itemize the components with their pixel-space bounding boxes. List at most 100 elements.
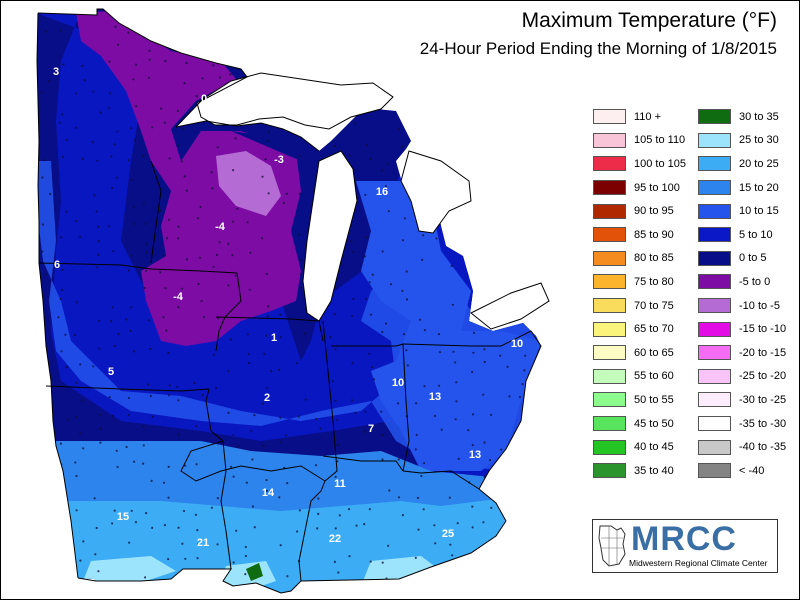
station-dot xyxy=(182,127,185,130)
station-dot xyxy=(278,496,281,499)
station-dot xyxy=(365,236,368,239)
station-dot xyxy=(148,319,151,322)
station-dot xyxy=(133,460,136,463)
legend-item: 35 to 40 xyxy=(593,459,693,483)
station-dot xyxy=(116,43,120,46)
station-dot xyxy=(304,332,307,335)
station-dot xyxy=(466,273,469,276)
legend-swatch xyxy=(593,439,626,455)
station-dot xyxy=(145,269,148,272)
legend-label: 90 to 95 xyxy=(634,205,674,218)
station-dot xyxy=(521,218,524,221)
station-dot xyxy=(177,225,180,228)
station-dot xyxy=(79,559,82,562)
legend-label: 10 to 15 xyxy=(739,205,779,218)
station-dot xyxy=(278,58,281,61)
station-dot xyxy=(159,209,162,212)
station-dot xyxy=(75,509,78,512)
station-dot xyxy=(108,225,111,228)
legend-item: 15 to 20 xyxy=(698,176,798,200)
station-dot xyxy=(338,514,341,517)
station-dot xyxy=(299,258,302,261)
station-dot xyxy=(453,82,456,85)
station-dot xyxy=(181,542,184,545)
station-dot xyxy=(232,475,235,478)
station-dot xyxy=(483,441,486,444)
station-dot xyxy=(268,130,271,133)
station-dot xyxy=(489,124,492,127)
station-dot xyxy=(40,91,43,94)
station-dot xyxy=(249,251,252,254)
legend-label: 20 to 25 xyxy=(739,157,779,170)
station-dot xyxy=(212,265,215,269)
station-dot xyxy=(405,298,409,301)
station-dot xyxy=(251,458,254,461)
station-dot xyxy=(335,26,338,29)
station-dot xyxy=(167,496,170,499)
station-dot xyxy=(232,561,235,564)
station-dot xyxy=(422,234,425,237)
mrcc-logo: MRCC Midwestern Regional Climate Center xyxy=(592,519,778,573)
station-dot xyxy=(196,529,199,532)
station-dot xyxy=(229,73,232,76)
legend-item: 110 + xyxy=(593,105,693,129)
station-dot xyxy=(253,414,256,417)
station-dot xyxy=(194,513,197,517)
station-dot xyxy=(266,386,269,389)
station-dot xyxy=(177,399,180,402)
station-dot xyxy=(64,333,67,336)
station-dot xyxy=(387,210,390,213)
legend-swatch xyxy=(698,463,731,479)
legend-item: 50 to 55 xyxy=(593,388,693,412)
station-dot xyxy=(541,530,543,532)
station-dot xyxy=(402,333,406,336)
station-dot xyxy=(364,193,367,196)
station-dot xyxy=(540,137,541,141)
map-value-label: 2 xyxy=(264,392,270,404)
station-dot xyxy=(264,158,267,161)
station-dot xyxy=(314,464,318,467)
station-dot xyxy=(99,427,102,431)
station-dot xyxy=(437,333,441,336)
station-dot xyxy=(471,370,474,374)
station-dot xyxy=(167,558,170,561)
station-dot xyxy=(148,76,151,79)
station-dot xyxy=(521,383,524,386)
station-dot xyxy=(454,418,457,421)
station-dot xyxy=(148,58,151,61)
legend-swatch xyxy=(698,368,731,384)
station-dot xyxy=(234,137,237,140)
station-dot xyxy=(79,363,82,366)
station-dot xyxy=(229,338,232,341)
station-dot xyxy=(116,130,119,133)
station-dot xyxy=(370,365,374,369)
station-dot xyxy=(329,336,332,339)
station-dot xyxy=(151,126,154,129)
station-dot xyxy=(167,465,170,468)
station-dot xyxy=(456,522,459,525)
station-dot xyxy=(418,318,422,321)
station-dot xyxy=(218,576,221,579)
station-dot xyxy=(265,479,268,482)
station-dot xyxy=(185,189,188,192)
station-dot xyxy=(98,319,101,322)
station-dot xyxy=(162,254,165,257)
station-dot xyxy=(134,138,137,141)
station-dot xyxy=(432,141,435,144)
station-dot xyxy=(262,42,265,45)
station-dot xyxy=(352,297,355,300)
station-dot xyxy=(381,434,384,437)
station-dot xyxy=(231,254,234,257)
legend-swatch xyxy=(698,250,731,266)
legend-swatch xyxy=(698,227,731,243)
station-dot xyxy=(279,441,282,444)
station-dot xyxy=(247,353,250,356)
station-dot xyxy=(183,175,186,178)
station-dot xyxy=(535,490,538,493)
station-dot xyxy=(132,78,135,81)
station-dot xyxy=(435,237,438,240)
station-dot xyxy=(114,25,117,28)
station-dot xyxy=(517,512,520,515)
station-dot xyxy=(212,64,215,67)
